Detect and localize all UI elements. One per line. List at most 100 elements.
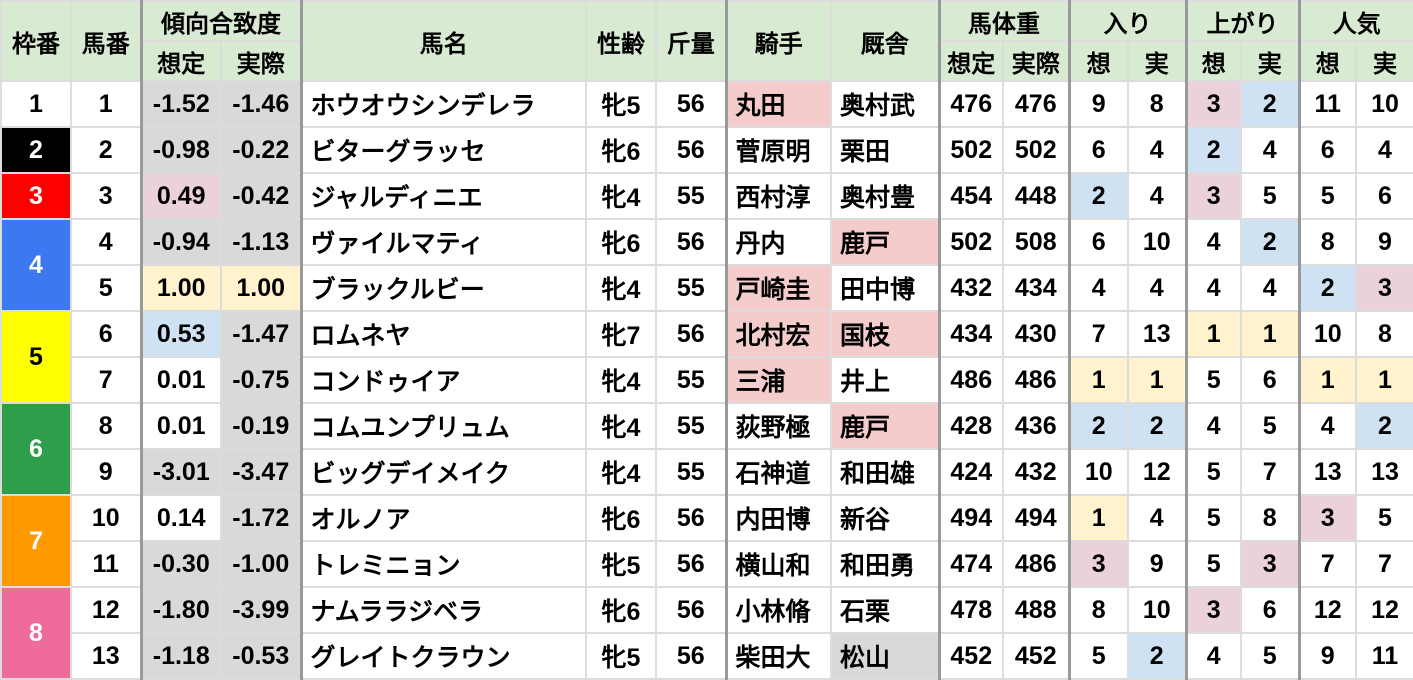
umaban-cell: 12 <box>70 586 142 634</box>
kinryo-cell: 55 <box>655 264 727 312</box>
fit-jissai-cell: -0.22 <box>220 126 302 174</box>
iri-so-cell: 4 <box>1067 264 1129 312</box>
kinryo-cell: 55 <box>655 356 727 404</box>
frame-number-cell: 5 <box>0 310 72 404</box>
ninki-ji-cell: 5 <box>1355 494 1413 542</box>
fit-sotei-cell: 1.00 <box>139 264 222 312</box>
name-cell: ロムネヤ <box>299 310 587 358</box>
table-row: 7 0.01 -0.75 コンドゥイア 牝4 55 三浦 井上 486 486 1 1 5 6 1 1 <box>1 356 1413 404</box>
umaban-cell: 5 <box>70 264 142 312</box>
ninki-so-cell: 13 <box>1297 448 1357 496</box>
fit-jissai-cell: -1.46 <box>220 80 302 128</box>
umaban-cell: 11 <box>70 540 142 588</box>
fit-sotei-cell: -1.52 <box>139 80 222 128</box>
kinryo-cell: 55 <box>655 402 727 450</box>
fit-jissai-cell: -3.99 <box>220 586 302 634</box>
umaban-cell: 9 <box>70 448 142 496</box>
iri-ji-cell: 12 <box>1127 448 1187 496</box>
header-fit: 傾向合致度 <box>139 0 302 42</box>
name-cell: グレイトクラウン <box>299 632 587 680</box>
iri-ji-cell: 9 <box>1127 540 1187 588</box>
bw-jissai-cell: 502 <box>1002 126 1070 174</box>
table-row: 5 6 0.53 -1.47 ロムネヤ 牝7 56 北村宏 国枝 434 430 7 13 1 1 10 8 <box>0 310 1413 404</box>
jockey-cell: 西村淳 <box>724 172 832 220</box>
table-row: 8 12 -1.80 -3.99 ナムララジベラ 牝6 56 小林脩 石栗 478 488 8 10 3 6… <box>0 586 1413 680</box>
jockey-cell: 小林脩 <box>724 586 832 634</box>
header-ninki-so: 想 <box>1297 40 1357 82</box>
iri-so-cell: 5 <box>1067 632 1129 680</box>
umaban-cell: 6 <box>70 310 142 358</box>
iri-so-cell: 10 <box>1067 448 1129 496</box>
umaban-cell: 4 <box>70 218 142 266</box>
ninki-ji-cell: 6 <box>1355 172 1413 220</box>
agari-ji-cell: 4 <box>1240 126 1300 174</box>
header-ninki: 人気 <box>1297 0 1413 42</box>
frame-number-cell: 8 <box>0 586 72 680</box>
header-iri: 入り <box>1067 0 1187 42</box>
name-cell: コンドゥイア <box>299 356 587 404</box>
header-waku: 枠番 <box>0 0 72 82</box>
ninki-ji-cell: 8 <box>1355 310 1413 358</box>
trainer-cell: 鹿戸 <box>830 218 940 266</box>
agari-so-cell: 3 <box>1184 172 1242 220</box>
fit-sotei-cell: -3.01 <box>139 448 222 496</box>
header-agari-ji: 実 <box>1240 40 1300 82</box>
fit-sotei-cell: -0.30 <box>139 540 222 588</box>
ninki-so-cell: 10 <box>1297 310 1357 358</box>
name-cell: ビターグラッセ <box>299 126 587 174</box>
trainer-cell: 新谷 <box>830 494 940 542</box>
bw-sotei-cell: 502 <box>937 126 1004 174</box>
iri-ji-cell: 13 <box>1127 310 1187 358</box>
fit-jissai-cell: 1.00 <box>220 264 302 312</box>
table-row: 4 4 -0.94 -1.13 ヴァイルマティ 牝6 56 丹内 鹿戸 502 508 6 10 4 2 8 9 <box>0 218 1413 312</box>
trainer-cell: 和田雄 <box>830 448 940 496</box>
fit-jissai-cell: -0.53 <box>220 632 302 680</box>
ninki-ji-cell: 9 <box>1355 218 1413 266</box>
ninki-ji-cell: 4 <box>1355 126 1413 174</box>
sex-age-cell: 牝5 <box>585 80 657 128</box>
agari-so-cell: 4 <box>1184 264 1242 312</box>
bw-sotei-cell: 502 <box>937 218 1004 266</box>
iri-so-cell: 2 <box>1067 172 1129 220</box>
kinryo-cell: 56 <box>655 126 727 174</box>
kinryo-cell: 56 <box>655 80 727 128</box>
name-cell: コムユンプリュム <box>299 402 587 450</box>
sex-age-cell: 牝7 <box>585 310 657 358</box>
sex-age-cell: 牝4 <box>585 264 657 312</box>
ninki-ji-cell: 12 <box>1355 586 1413 634</box>
agari-so-cell: 5 <box>1184 356 1242 404</box>
agari-so-cell: 5 <box>1184 494 1242 542</box>
table-row: 5 1.00 1.00 ブラックルビー 牝4 55 戸崎圭 田中博 432 434 4 4 4 4 2 3 <box>1 264 1413 312</box>
fit-sotei-cell: -1.80 <box>139 586 222 634</box>
bw-jissai-cell: 436 <box>1002 402 1070 450</box>
header-fit-sotei: 想定 <box>139 40 222 82</box>
agari-ji-cell: 2 <box>1240 218 1300 266</box>
table-row: 6 8 0.01 -0.19 コムユンプリュム 牝4 55 荻野極 鹿戸 428 436 2 2 4 5 4 2 <box>0 402 1413 496</box>
agari-so-cell: 3 <box>1184 80 1242 128</box>
fit-jissai-cell: -0.42 <box>220 172 302 220</box>
table-row: 3 3 0.49 -0.42 ジャルディニエ 牝4 55 西村淳 奥村豊 454 448 2 4 3 5 5 6 <box>0 172 1413 220</box>
table-body: 1 1 -1.52 -1.46 ホウオウシンデレラ 牝5 56 丸田 奥村武 476 476 9 8 3 2… <box>0 80 1413 680</box>
ninki-ji-cell: 7 <box>1355 540 1413 588</box>
table-row: 9 -3.01 -3.47 ビッグデイメイク 牝4 55 石神道 和田雄 424 432 10 12 5… <box>1 448 1413 496</box>
jockey-cell: 丸田 <box>724 80 832 128</box>
agari-ji-cell: 5 <box>1240 172 1300 220</box>
name-cell: ホウオウシンデレラ <box>299 80 587 128</box>
iri-ji-cell: 2 <box>1127 402 1187 450</box>
kinryo-cell: 55 <box>655 172 727 220</box>
bw-sotei-cell: 428 <box>937 402 1004 450</box>
header-name: 馬名 <box>299 0 587 82</box>
iri-ji-cell: 4 <box>1127 494 1187 542</box>
agari-ji-cell: 2 <box>1240 80 1300 128</box>
bw-jissai-cell: 476 <box>1002 80 1070 128</box>
iri-ji-cell: 1 <box>1127 356 1187 404</box>
ninki-so-cell: 12 <box>1297 586 1357 634</box>
iri-so-cell: 6 <box>1067 126 1129 174</box>
jockey-cell: 石神道 <box>724 448 832 496</box>
fit-jissai-cell: -3.47 <box>220 448 302 496</box>
kinryo-cell: 56 <box>655 310 727 358</box>
jockey-cell: 菅原明 <box>724 126 832 174</box>
jockey-cell: 柴田大 <box>724 632 832 680</box>
trainer-cell: 国枝 <box>830 310 940 358</box>
